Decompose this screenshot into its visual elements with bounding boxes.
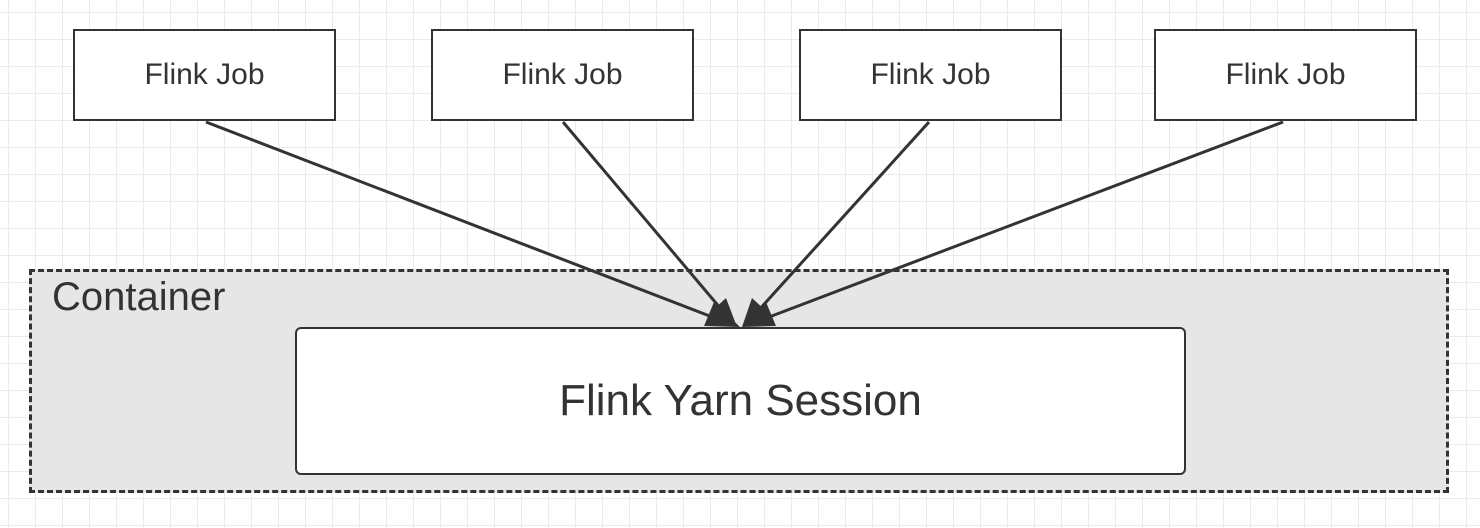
flink-job-label: Flink Job [144, 58, 265, 91]
flink-job-box-3[interactable]: Flink Job [799, 29, 1062, 121]
flink-job-label: Flink Job [870, 58, 991, 91]
flink-job-box-2[interactable]: Flink Job [431, 29, 694, 121]
flink-yarn-session-label: Flink Yarn Session [559, 376, 922, 425]
flink-job-label: Flink Job [502, 58, 623, 91]
flink-yarn-session-box[interactable]: Flink Yarn Session [295, 327, 1186, 475]
flink-job-box-1[interactable]: Flink Job [73, 29, 336, 121]
flink-job-label: Flink Job [1225, 58, 1346, 91]
flink-job-box-4[interactable]: Flink Job [1154, 29, 1417, 121]
container-label: Container [52, 275, 226, 319]
